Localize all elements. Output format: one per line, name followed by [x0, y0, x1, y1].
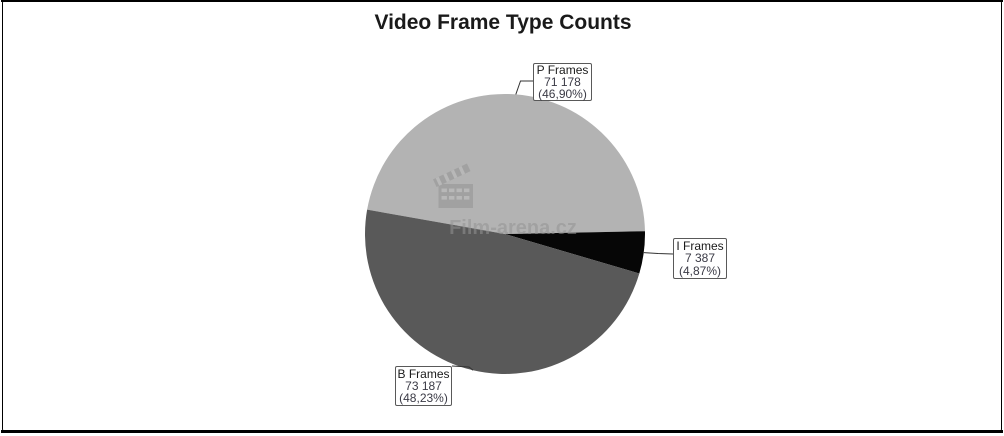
- svg-text:Film-arena.cz: Film-arena.cz: [449, 217, 577, 239]
